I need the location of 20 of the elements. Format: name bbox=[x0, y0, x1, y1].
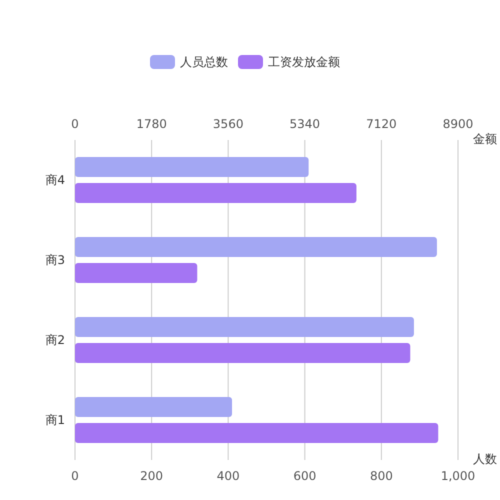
y-tick-label: 商1 bbox=[45, 413, 65, 427]
x2-tick-label: 5340 bbox=[290, 117, 320, 131]
y-tick-label: 商4 bbox=[45, 173, 65, 187]
x-axis-title: 人数 bbox=[473, 452, 497, 466]
x2-tick-label: 8900 bbox=[442, 117, 474, 131]
x-tick-label: 800 bbox=[370, 469, 393, 483]
x2-tick-label: 7120 bbox=[366, 117, 397, 131]
y-tick-label: 商2 bbox=[45, 333, 65, 347]
x2-tick-label: 3560 bbox=[212, 117, 244, 131]
legend-label: 人员总数 bbox=[180, 55, 228, 69]
x-tick-label: 0 bbox=[71, 469, 79, 483]
legend-label: 工资发放金额 bbox=[268, 55, 340, 69]
x-tick-label: 600 bbox=[293, 469, 316, 483]
x2-tick-label: 0 bbox=[71, 117, 79, 131]
y-tick-label: 商3 bbox=[45, 253, 65, 267]
x2-tick-label: 1780 bbox=[136, 117, 167, 131]
x-tick-label: 200 bbox=[140, 469, 164, 483]
x-tick-label: 1,000 bbox=[440, 469, 476, 483]
x2-axis-title: 金额 bbox=[473, 132, 497, 146]
x-tick-label: 400 bbox=[216, 469, 240, 483]
